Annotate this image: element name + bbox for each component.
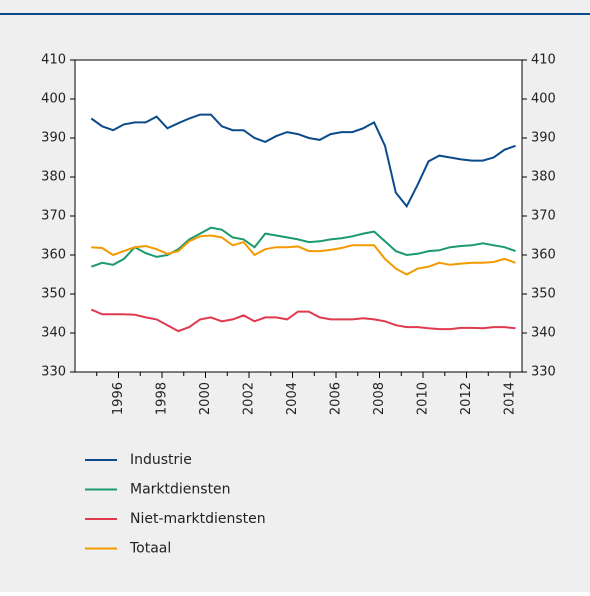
y-tick-label: 350	[41, 287, 66, 302]
y-tick-label: 330	[41, 365, 66, 380]
y2-tick-label: 390	[531, 131, 556, 146]
plot-frame	[74, 59, 523, 373]
x-tick-label: 2000	[198, 382, 213, 415]
y-tick-label: 400	[41, 92, 66, 107]
legend-label: Niet-marktdiensten	[130, 511, 266, 527]
x-tick-label: 2008	[372, 382, 387, 415]
x-tick-label: 2012	[459, 382, 474, 415]
series-line	[90, 308, 516, 333]
top-rule	[0, 13, 590, 15]
series-line	[90, 113, 516, 209]
x-tick-label: 2006	[329, 382, 344, 415]
y-tick-label: 380	[41, 170, 66, 185]
legend-label: Marktdiensten	[130, 482, 231, 498]
y-tick-label: 340	[41, 326, 66, 341]
y2-tick-label: 400	[531, 92, 556, 107]
x-tick-label: 2004	[285, 382, 300, 415]
series-line	[91, 234, 516, 276]
y2-tick-label: 360	[531, 248, 556, 263]
x-tick-label: 2002	[242, 382, 257, 415]
legend-label: Industrie	[130, 452, 192, 468]
y-tick-label: 360	[41, 248, 66, 263]
x-tick-label: 1998	[155, 382, 170, 415]
y2-tick-label: 380	[531, 170, 556, 185]
y-tick-label: 410	[41, 53, 66, 68]
x-tick-label: 1996	[111, 382, 126, 415]
y2-tick-label: 370	[531, 209, 556, 224]
y-tick-label: 370	[41, 209, 66, 224]
y2-tick-label: 340	[531, 326, 556, 341]
legend-label: Totaal	[129, 541, 171, 557]
y2-tick-label: 350	[531, 287, 556, 302]
y2-tick-label: 330	[531, 365, 556, 380]
y-tick-label: 390	[41, 131, 66, 146]
x-tick-label: 2010	[416, 382, 431, 415]
plot-area	[75, 60, 522, 372]
series-line	[90, 226, 516, 268]
y2-tick-label: 410	[531, 53, 556, 68]
x-tick-label: 2014	[503, 382, 518, 415]
